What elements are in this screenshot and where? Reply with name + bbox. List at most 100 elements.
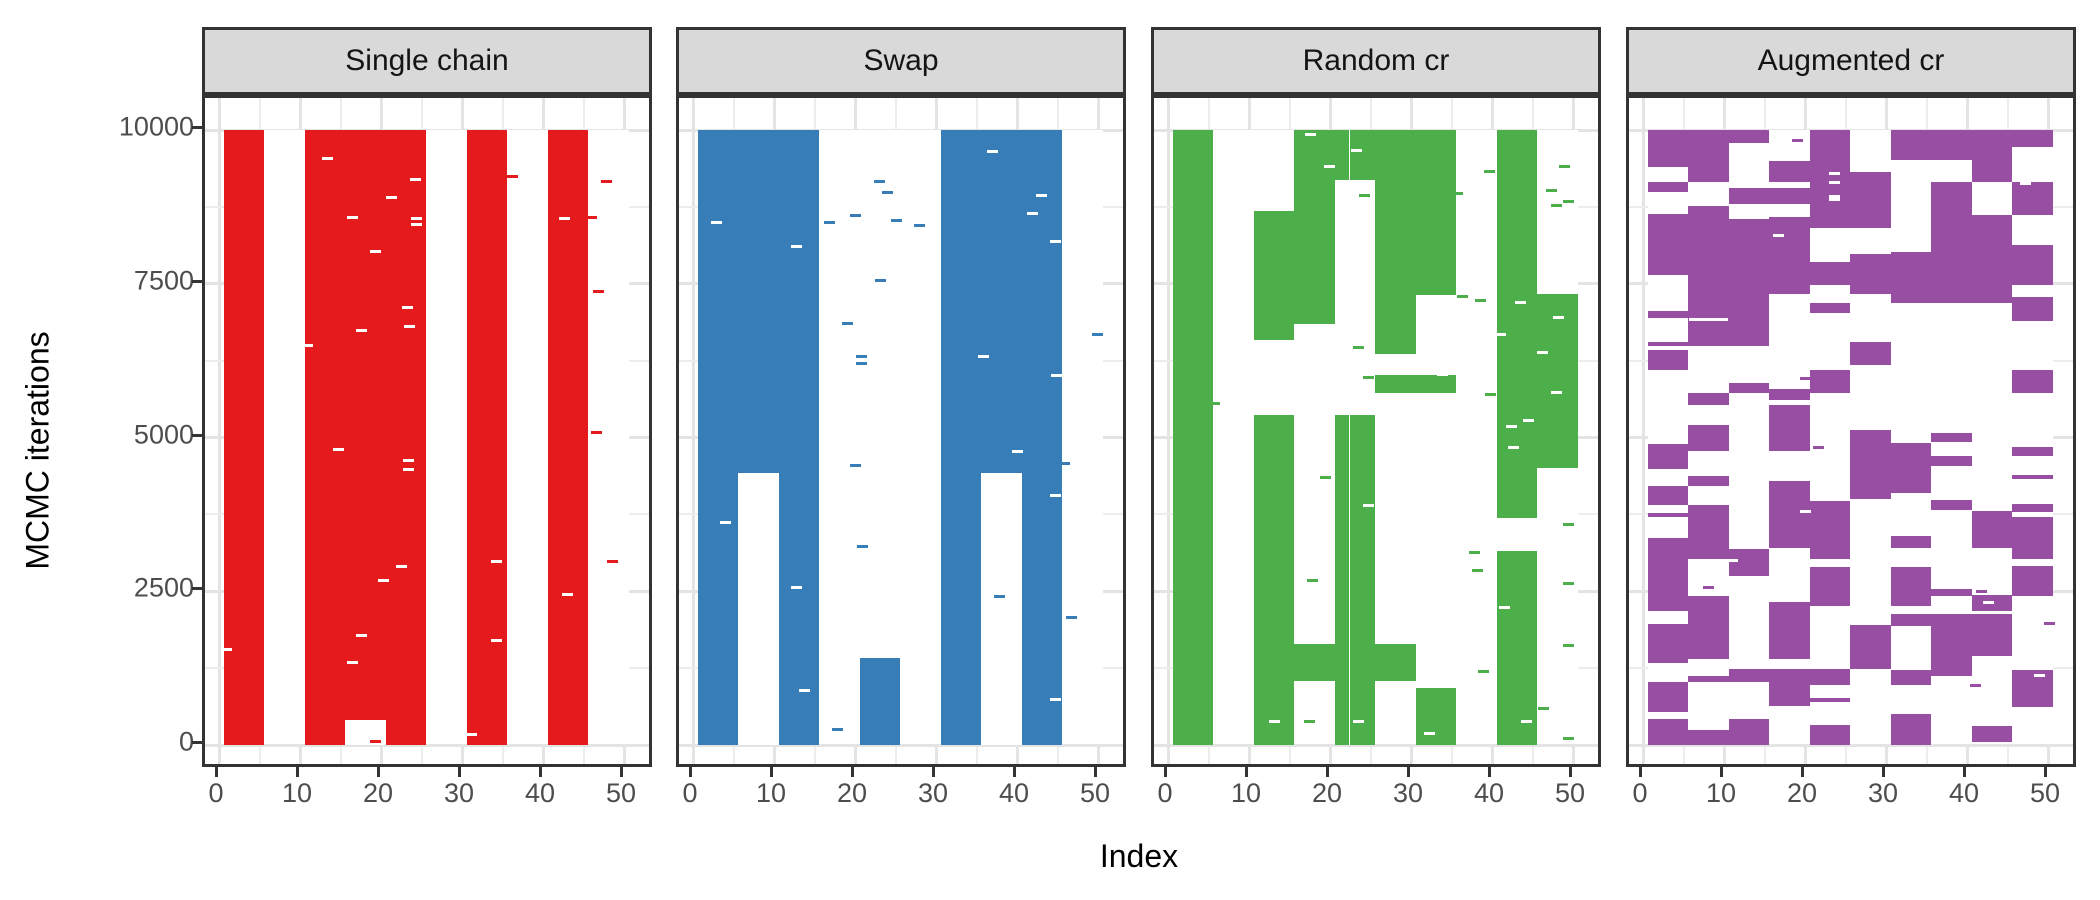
facet-strip-augmented-cr: Augmented cr — [1626, 27, 2076, 95]
tile-block — [1647, 538, 1689, 611]
x-tick-mark — [1962, 767, 1966, 777]
x-tick-mark — [1487, 767, 1491, 777]
y-tick-label: 7500 — [133, 265, 194, 296]
tile-block — [2012, 181, 2053, 216]
tile-block — [1809, 697, 1851, 702]
tile-block — [1971, 726, 2013, 743]
tile-block — [1294, 130, 1335, 325]
tile-dash-white — [395, 565, 407, 569]
tile-dash-white — [1026, 212, 1038, 216]
tile-dash-color — [993, 595, 1005, 599]
x-tick-label: 10 — [1230, 778, 1262, 808]
tile-dash-white — [1505, 424, 1517, 428]
tile-block — [2012, 296, 2053, 321]
tile-dash-white — [1726, 558, 1738, 562]
tile-dash-white — [1011, 449, 1023, 453]
tile-dash-white — [2033, 674, 2045, 677]
tile-hole — [738, 472, 779, 745]
tile-block — [1931, 614, 1972, 676]
tile-block — [859, 657, 901, 745]
x-tick-label: 0 — [208, 778, 224, 808]
tile-block — [1931, 499, 1972, 511]
tile-dash-color — [873, 180, 885, 184]
tile-dash-white — [1828, 197, 1840, 201]
tile-block — [1931, 181, 1972, 304]
tile-dash-color — [1813, 445, 1825, 449]
tile-block — [1688, 730, 1729, 745]
tile-dash-white — [791, 245, 803, 249]
x-tick-label: 10 — [755, 778, 787, 808]
tile-dash-color — [1551, 203, 1563, 207]
tile-dash-color — [1562, 522, 1574, 526]
tile-dash-white — [1828, 171, 1840, 175]
panel-plot-4 — [1626, 95, 2076, 767]
tile-block — [1769, 602, 1810, 659]
tile-block — [2012, 475, 2053, 480]
y-tick-mark — [192, 279, 202, 283]
tile-dash-color — [1307, 578, 1319, 582]
tile-dash-color — [914, 223, 926, 227]
gridline-zero — [205, 744, 649, 746]
tile-block — [1253, 414, 1295, 745]
tile-block — [1890, 567, 1932, 606]
tile-dash-white — [561, 592, 573, 596]
tile-hole — [1348, 130, 1351, 745]
tile-dash-color — [1471, 568, 1483, 572]
tile-block — [1931, 432, 1972, 443]
tile-block — [1728, 383, 1770, 394]
tile-block — [1850, 253, 1891, 294]
tile-block — [223, 130, 265, 745]
tile-block — [1809, 724, 1851, 745]
x-tick-label: 50 — [1079, 778, 1111, 808]
tile-block — [1647, 341, 1689, 347]
tile-block — [1728, 218, 1770, 346]
tile-block — [1537, 293, 1578, 468]
tile-block — [1334, 414, 1376, 745]
tile-dash-white — [1521, 719, 1533, 723]
x-axis-title: Index — [1099, 838, 1179, 874]
tile-block — [1809, 261, 1851, 285]
tile-block — [1931, 589, 1972, 596]
tile-block — [1688, 595, 1729, 659]
x-tick-label: 30 — [1392, 778, 1424, 808]
tile-block — [1971, 614, 2013, 657]
tile-block — [1375, 130, 1416, 355]
tile-block — [1728, 718, 1770, 745]
tile-dash-white — [356, 634, 368, 638]
tile-block — [1728, 549, 1770, 576]
tile-dash-color — [590, 431, 602, 435]
tile-dash-white — [1982, 601, 1994, 605]
y-tick-label: 5000 — [133, 419, 194, 449]
x-tick-mark — [769, 767, 773, 777]
tile-block — [1647, 682, 1689, 713]
tile-block — [1890, 130, 1932, 160]
tile-dash-white — [1351, 149, 1363, 153]
x-tick-label: 20 — [1786, 778, 1818, 808]
tile-block — [2012, 566, 2053, 596]
tile-block — [1769, 480, 1810, 548]
tile-block — [1647, 310, 1689, 319]
tile-dash-color — [1452, 191, 1464, 195]
panel-plot-1 — [202, 95, 652, 767]
tile-dash-white — [490, 559, 502, 563]
tile-dash-white — [2019, 182, 2031, 185]
tile-block — [2012, 447, 2053, 456]
tile-dash-white — [1305, 133, 1317, 137]
tile-dash-white — [1437, 372, 1449, 376]
tile-block — [1850, 462, 1891, 499]
tile-block — [1496, 130, 1538, 519]
tile-dash-color — [1562, 737, 1574, 741]
tile-block — [1688, 130, 1729, 183]
x-tick-mark — [2043, 767, 2047, 777]
tile-dash-color — [1445, 739, 1457, 743]
x-tick-mark — [931, 767, 935, 777]
x-tick-mark — [1093, 767, 1097, 777]
tile-dash-white — [411, 217, 423, 221]
y-tick-label: 0 — [178, 726, 194, 757]
x-tick-label: 0 — [1632, 778, 1648, 808]
tile-dash-white — [978, 355, 990, 359]
tile-dash-white — [347, 661, 359, 665]
y-tick-label: 2500 — [133, 572, 194, 603]
tile-hole — [1689, 317, 1729, 322]
tile-block — [1647, 213, 1689, 276]
